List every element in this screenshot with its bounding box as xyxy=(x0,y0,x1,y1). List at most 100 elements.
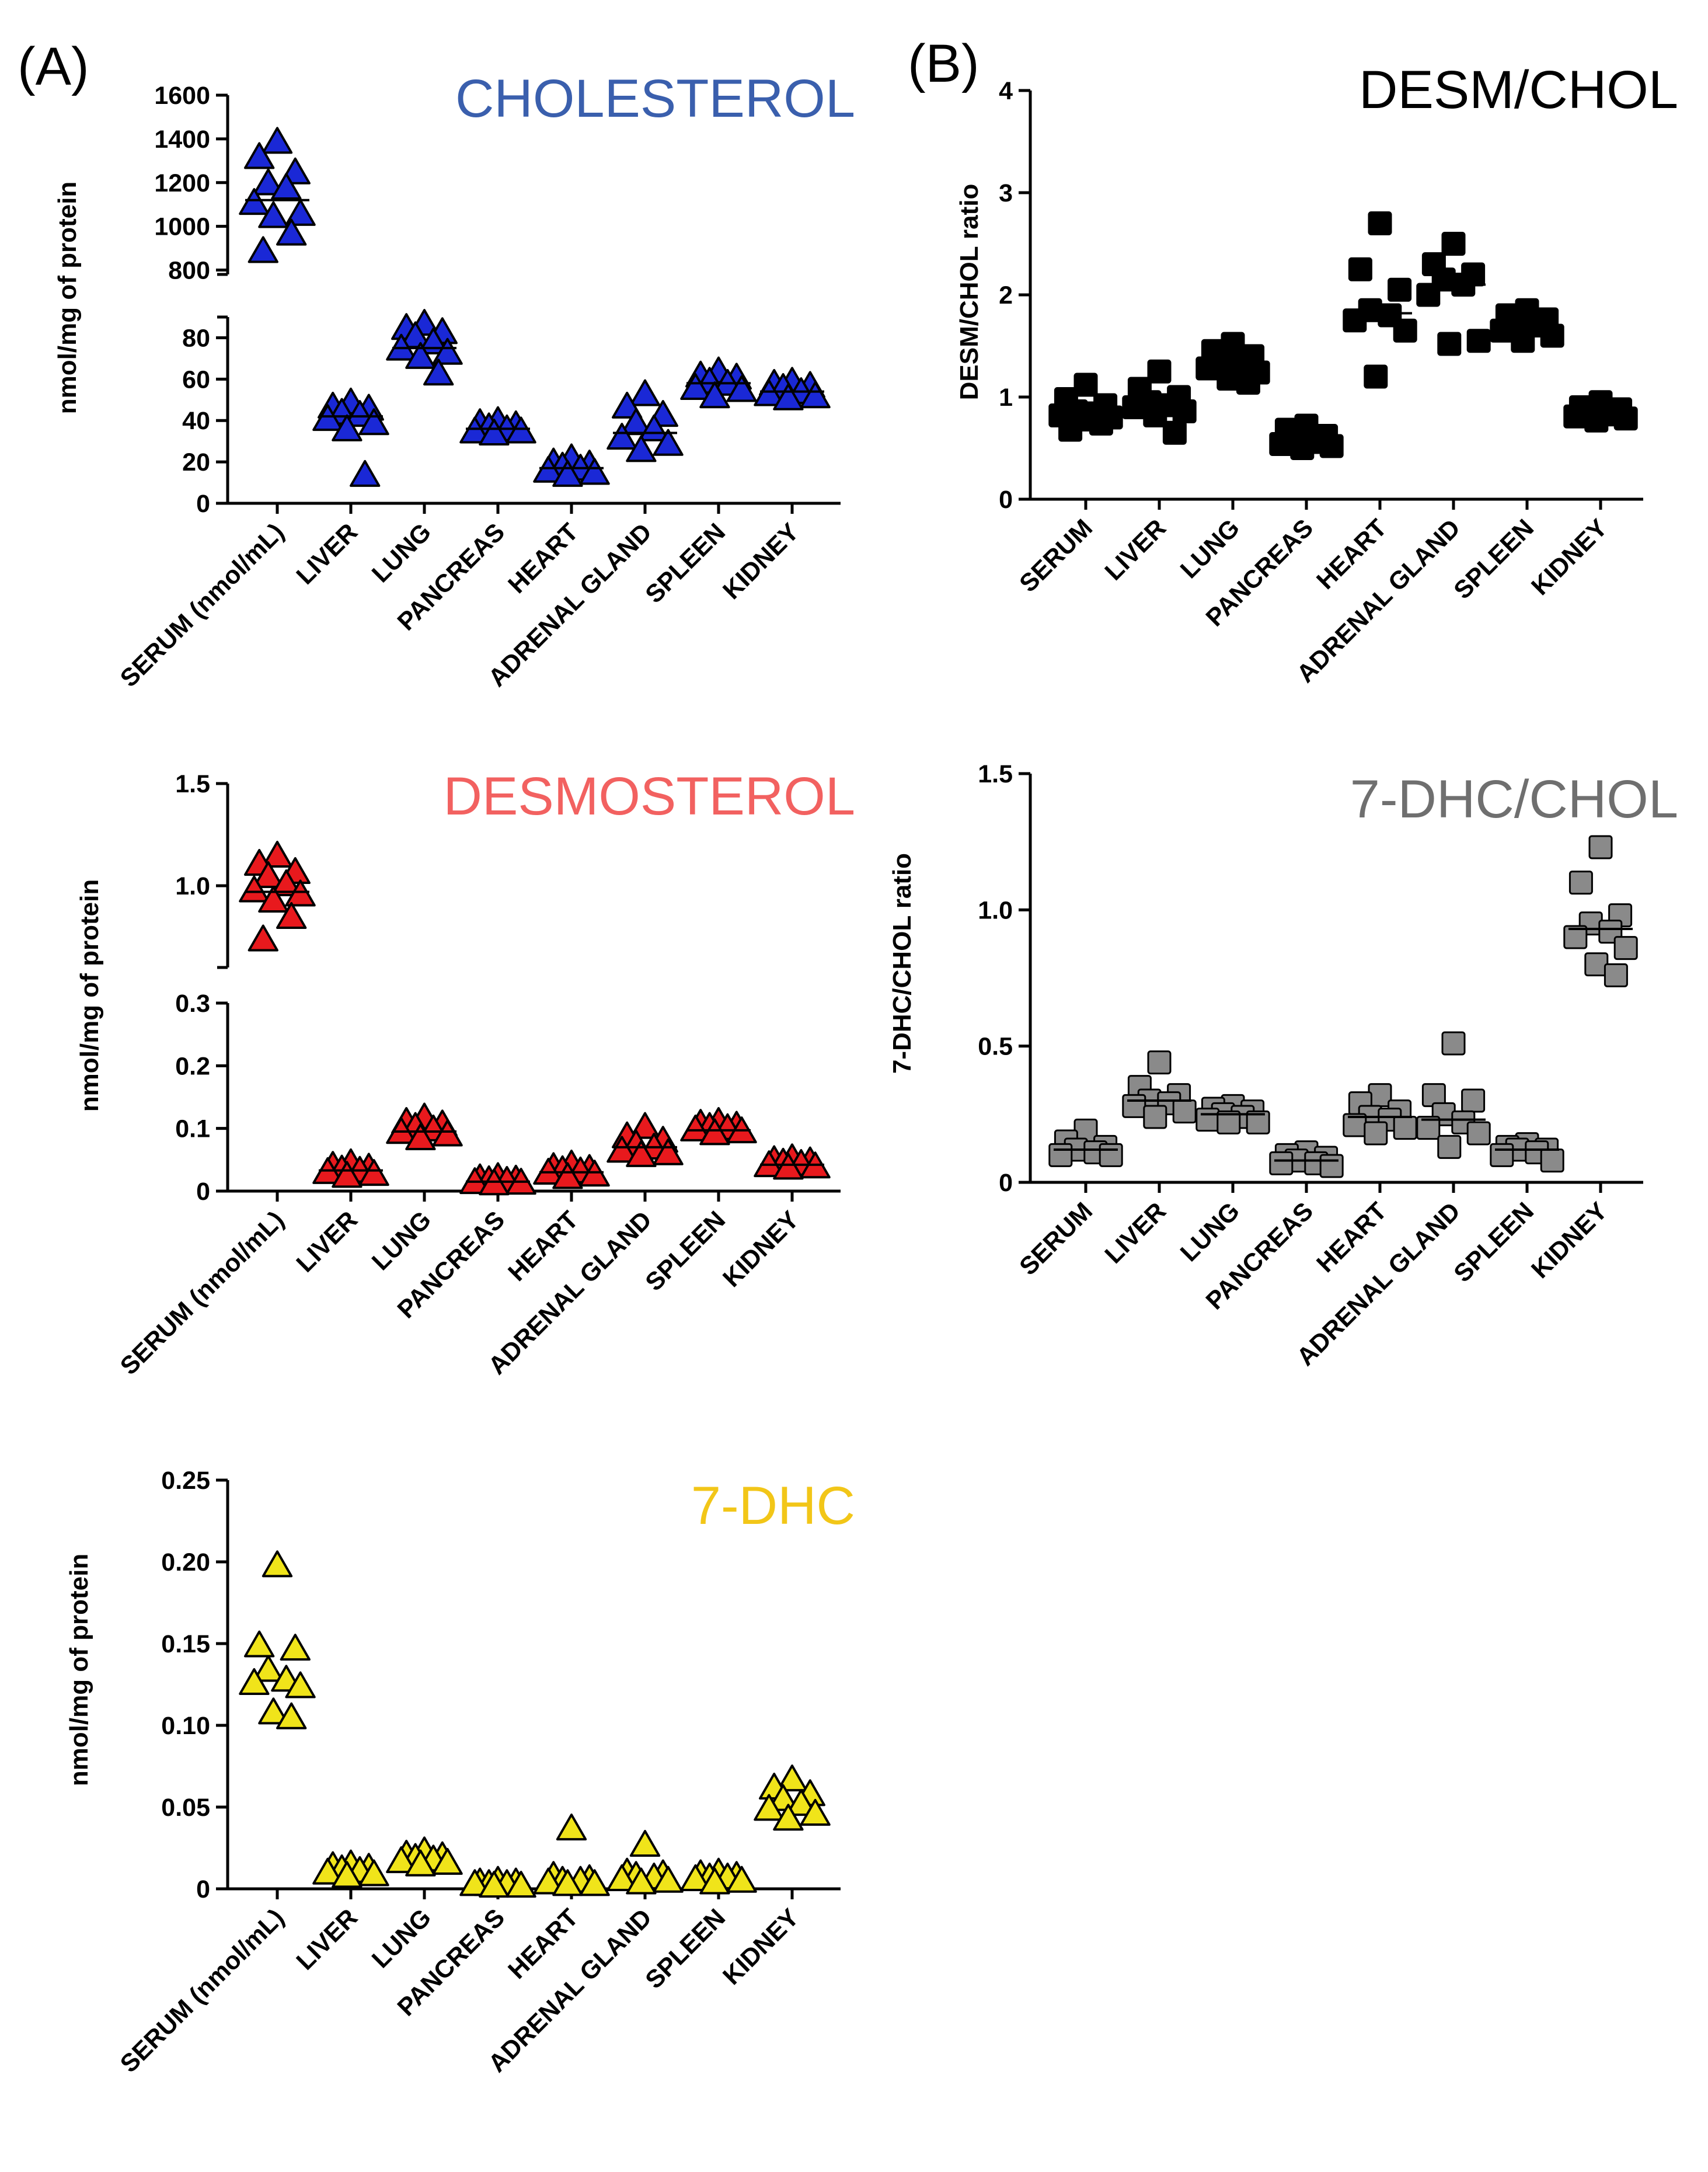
series-heart xyxy=(1343,211,1417,389)
series-kidney xyxy=(754,1764,831,1831)
x-tick-label: LIVER xyxy=(291,1903,363,1975)
series-spleen xyxy=(680,356,757,409)
chart-7dhc-chol: 7-DHC/CHOL 7-DHC/CHOL ratio 0 0.5 1.0 1.5 SERU… xyxy=(888,760,1678,1372)
x-tick-label: LUNG xyxy=(1175,1197,1245,1267)
x-tick-label: SPLEEN xyxy=(640,1206,731,1297)
series-liver xyxy=(312,1148,389,1188)
data-point xyxy=(1162,420,1187,445)
data-point xyxy=(552,1869,583,1896)
data-point xyxy=(1604,963,1628,987)
series-pancreas xyxy=(459,1865,536,1898)
x-tick-label: LUNG xyxy=(367,1206,437,1276)
data-point xyxy=(1416,1116,1441,1140)
x-tick-label: SERUM (nmol/mL) xyxy=(115,518,290,692)
data-point xyxy=(1563,404,1588,429)
data-point xyxy=(506,416,536,444)
data-point xyxy=(773,1804,804,1831)
data-point xyxy=(276,901,307,929)
series-lung xyxy=(386,1836,463,1877)
data-point xyxy=(432,1119,463,1147)
data-point xyxy=(1441,1031,1466,1056)
data-point xyxy=(276,1702,307,1729)
data-point xyxy=(680,1864,711,1891)
y-tick-label: 20 xyxy=(182,448,210,476)
y-tick-label: 2 xyxy=(999,281,1013,309)
data-point xyxy=(1058,417,1083,442)
data-point xyxy=(1195,356,1220,381)
data-point xyxy=(1269,1151,1294,1175)
series-spleen xyxy=(680,1857,757,1895)
y-tick-label: 0.20 xyxy=(161,1548,210,1576)
data-point xyxy=(1437,1134,1462,1159)
y-tick-label: 0.15 xyxy=(161,1630,210,1658)
series-kidney xyxy=(1563,390,1638,433)
data-point xyxy=(1147,1050,1172,1075)
y-tick-label: 1200 xyxy=(154,169,210,197)
data-point xyxy=(1319,434,1344,458)
y-tick-label: 0.2 xyxy=(175,1052,210,1080)
series-lung xyxy=(1195,1094,1270,1134)
series-adrenal-gland xyxy=(606,1112,684,1167)
data-point xyxy=(312,404,343,431)
data-point xyxy=(1195,1108,1220,1132)
data-point xyxy=(239,875,270,903)
y-tick-label: 0 xyxy=(196,1875,210,1903)
data-point xyxy=(1588,835,1613,859)
x-tick-label: LIVER xyxy=(291,518,363,590)
data-point xyxy=(699,381,730,409)
data-point xyxy=(1216,1110,1241,1134)
data-point xyxy=(405,342,436,369)
data-point xyxy=(552,1162,583,1189)
chart-7dhc: 7-DHC nmol/mg of protein 0 0.05 0.10 0.15 0.20… xyxy=(65,1467,855,2078)
data-point xyxy=(1368,211,1392,235)
y-axis-label: nmol/mg of protein xyxy=(65,1554,93,1786)
data-point xyxy=(285,1671,316,1698)
data-point xyxy=(1568,871,1593,895)
data-point xyxy=(533,1867,564,1895)
series-adrenal-gland xyxy=(1416,1031,1491,1159)
data-point xyxy=(579,1869,610,1896)
chart-desmosterol: DESMOSTEROL nmol/mg of protein 0 0.1 0.2 0.3 1… xyxy=(75,767,855,1380)
data-point xyxy=(1540,1148,1564,1173)
data-point xyxy=(479,418,510,445)
data-point xyxy=(653,1865,684,1893)
y-tick-label: 1.5 xyxy=(175,770,210,798)
y-tick-label: 800 xyxy=(168,257,210,285)
data-point xyxy=(1490,1143,1514,1167)
data-point xyxy=(626,435,657,462)
data-point xyxy=(1364,1121,1388,1146)
chart-title: DESM/CHOL xyxy=(1359,60,1678,120)
series-pancreas xyxy=(1269,1140,1344,1178)
panel-label-a: (A) xyxy=(18,37,89,96)
data-point xyxy=(552,460,583,487)
data-point xyxy=(1089,412,1113,436)
data-point xyxy=(1143,1105,1167,1129)
x-tick-label: SERUM (nmol/mL) xyxy=(115,1903,290,2078)
data-point xyxy=(1511,329,1535,353)
data-point xyxy=(699,1867,730,1895)
data-point xyxy=(556,1814,587,1841)
x-tick-label: KIDNEY xyxy=(1526,1197,1613,1284)
series-kidney xyxy=(754,367,831,410)
data-point xyxy=(754,1794,785,1821)
series-serum xyxy=(1048,1118,1123,1167)
data-point xyxy=(248,236,278,263)
data-point xyxy=(680,1114,711,1141)
y-axis-label: nmol/mg of protein xyxy=(75,879,104,1112)
series-liver xyxy=(312,387,389,487)
data-point xyxy=(1172,1099,1197,1124)
data-point xyxy=(479,1871,510,1898)
y-tick-label: 0.5 xyxy=(978,1033,1013,1061)
series-serum xyxy=(1048,373,1123,442)
data-point xyxy=(280,1634,311,1661)
data-point xyxy=(1099,1143,1123,1167)
data-point xyxy=(350,460,381,487)
series-heart xyxy=(1343,1083,1417,1146)
data-point xyxy=(358,1159,389,1186)
data-point xyxy=(244,1630,275,1658)
x-tick-label: SPLEEN xyxy=(640,1903,731,1995)
data-point xyxy=(1319,1154,1344,1178)
data-point xyxy=(726,375,757,402)
x-tick-label: LIVER xyxy=(1100,1197,1172,1269)
